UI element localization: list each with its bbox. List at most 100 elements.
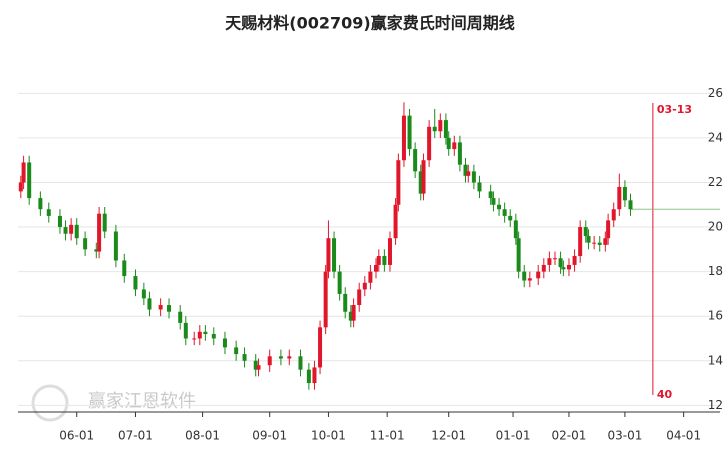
candle-body xyxy=(432,126,437,132)
y-tick-label: 22 xyxy=(708,175,723,189)
candle-body xyxy=(178,311,183,323)
candle-body xyxy=(497,204,502,210)
candle-body xyxy=(583,227,588,236)
candle-body xyxy=(318,327,323,368)
candle-body xyxy=(183,322,188,339)
candle-body xyxy=(242,354,247,361)
candle-body xyxy=(337,271,342,294)
candle-body xyxy=(513,220,518,239)
candle-body xyxy=(97,213,102,252)
candle-body xyxy=(622,186,627,201)
candle-body xyxy=(63,227,68,234)
candle-body xyxy=(18,182,23,192)
candle-body xyxy=(167,305,172,312)
candle-body xyxy=(597,242,602,245)
candle-body xyxy=(256,365,261,370)
candle-body xyxy=(541,264,546,272)
candle-body xyxy=(488,191,493,199)
y-tick-label: 12 xyxy=(708,398,723,412)
candle-body xyxy=(332,238,337,272)
candle-body xyxy=(306,369,311,384)
candle-body xyxy=(348,311,353,321)
candle-body xyxy=(368,271,373,283)
candle-body xyxy=(267,356,272,366)
cycle-count: 40 xyxy=(657,388,673,401)
candle-body xyxy=(401,115,406,161)
x-tick-label: 02-01 xyxy=(552,429,587,443)
candle-body xyxy=(457,142,462,165)
candle-body xyxy=(566,264,571,270)
candle-body xyxy=(603,238,608,245)
candle-body xyxy=(536,271,541,279)
candle-body xyxy=(471,171,476,183)
candle-body xyxy=(373,264,378,272)
x-tick-label: 10-01 xyxy=(311,429,346,443)
y-tick-label: 14 xyxy=(708,353,723,367)
candle-body xyxy=(83,238,88,250)
candle-body xyxy=(561,267,566,270)
y-tick-label: 26 xyxy=(708,86,723,100)
y-tick-label: 18 xyxy=(708,264,723,278)
candle-body xyxy=(326,238,331,272)
x-tick-label: 12-01 xyxy=(431,429,466,443)
candle-body xyxy=(628,200,633,210)
candle-body xyxy=(222,338,227,348)
candle-body xyxy=(197,331,202,339)
candle-body xyxy=(46,209,51,216)
candle-body xyxy=(278,356,283,359)
candle-body xyxy=(578,227,583,257)
candle-body xyxy=(527,278,532,281)
candle-body xyxy=(312,367,317,384)
candle-body xyxy=(69,224,74,234)
candle-body xyxy=(438,120,443,132)
watermark-logo xyxy=(31,384,69,422)
candle-body xyxy=(343,293,348,312)
x-tick-label: 03-01 xyxy=(607,429,642,443)
candle-body xyxy=(351,305,356,321)
candle-body xyxy=(617,186,622,210)
x-tick-label: 07-01 xyxy=(118,429,153,443)
candle-body xyxy=(463,164,468,176)
candle-body xyxy=(57,215,62,228)
candle-body xyxy=(253,360,258,370)
candle-body xyxy=(211,334,216,339)
candle-body xyxy=(452,142,457,150)
candle-body xyxy=(387,238,392,265)
x-tick-label: 06-01 xyxy=(59,429,94,443)
candle-body xyxy=(516,238,521,272)
candle-body xyxy=(572,256,577,265)
candle-body xyxy=(74,224,79,239)
candle-body xyxy=(323,271,328,328)
watermark: 赢家江恩软件 xyxy=(31,384,196,422)
candle-body xyxy=(94,249,99,252)
y-tick-label: 24 xyxy=(708,130,723,144)
candle-body xyxy=(427,126,432,161)
x-tick-label: 09-01 xyxy=(252,429,287,443)
candle-body xyxy=(592,242,597,244)
candle-body xyxy=(133,276,138,290)
candle-body xyxy=(407,115,412,150)
candle-body xyxy=(376,256,381,265)
candle-body xyxy=(203,331,208,335)
cycle-date: 03-13 xyxy=(657,103,692,116)
y-tick-label: 16 xyxy=(708,309,723,323)
candle-body xyxy=(547,258,552,265)
candle-body xyxy=(502,209,507,216)
candle-body xyxy=(141,289,146,299)
candle-body xyxy=(586,235,591,243)
candle-body xyxy=(606,220,611,239)
candle-body xyxy=(421,160,426,194)
candle-body xyxy=(393,204,398,239)
candle-body xyxy=(357,289,362,306)
candle-body xyxy=(466,171,471,176)
candle-body xyxy=(27,162,32,199)
candle-body xyxy=(362,282,367,290)
chart-title: 天赐材料(002709)赢家费氏时间周期线 xyxy=(225,14,514,33)
x-tick-label: 04-01 xyxy=(666,429,701,443)
x-tick-label: 01-01 xyxy=(496,429,531,443)
candle-body xyxy=(287,356,292,359)
candle-body xyxy=(396,160,401,205)
candle-body xyxy=(113,231,118,261)
candle-body xyxy=(508,215,513,221)
